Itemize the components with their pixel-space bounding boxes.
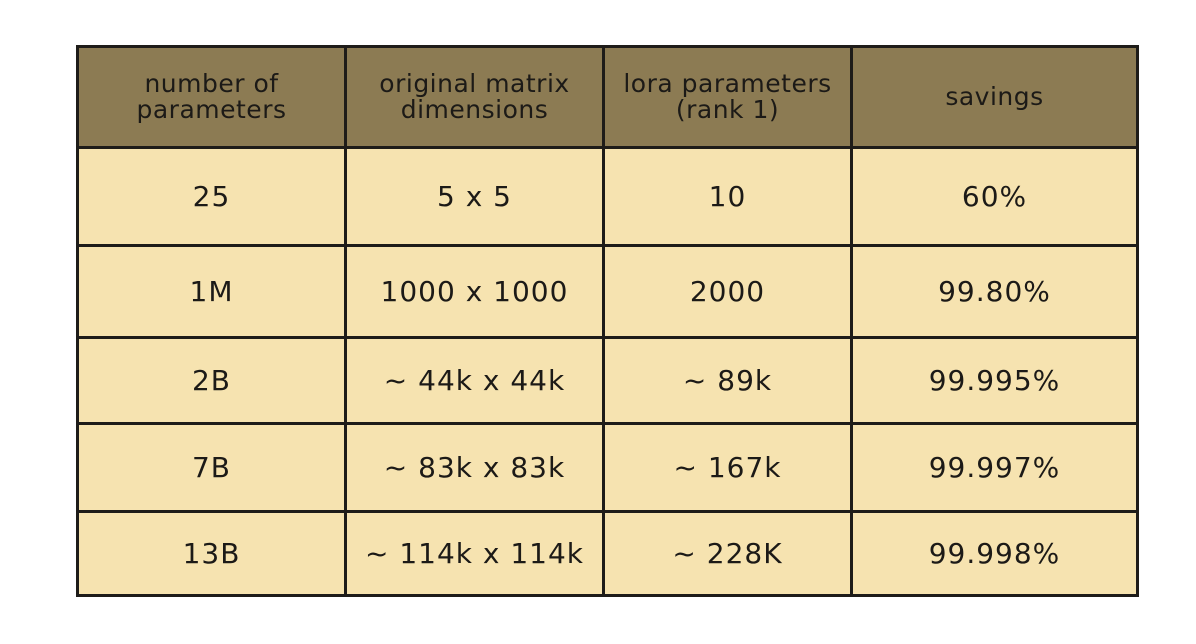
header-text: lora parameters [623, 68, 832, 98]
cell-lora-parameters: 2000 [602, 244, 853, 340]
table-row: 1M 1000 x 1000 2000 99.80% [76, 244, 1139, 340]
cell-parameters: 25 [76, 145, 347, 248]
header-savings: savings [850, 45, 1139, 149]
table-row: 7B ~ 83k x 83k ~ 167k 99.997% [76, 422, 1139, 514]
cell-savings: 99.80% [850, 244, 1139, 340]
cell-lora-parameters: ~ 228K [602, 510, 853, 597]
cell-parameters: 2B [76, 336, 347, 426]
table-row: 2B ~ 44k x 44k ~ 89k 99.995% [76, 336, 1139, 426]
cell-lora-parameters: ~ 167k [602, 422, 853, 514]
header-row: number of parameters original matrix dim… [76, 45, 1139, 149]
cell-dimensions: ~ 44k x 44k [344, 336, 605, 426]
cell-lora-parameters: 10 [602, 145, 853, 248]
header-text: (rank 1) [675, 95, 780, 124]
header-text: dimensions [400, 95, 549, 124]
cell-parameters: 1M [76, 244, 347, 340]
header-text: savings [945, 81, 1044, 111]
cell-dimensions: ~ 114k x 114k [344, 510, 605, 597]
header-text: parameters [136, 95, 287, 124]
header-original-matrix-dimensions: original matrix dimensions [344, 45, 605, 149]
cell-savings: 60% [850, 145, 1139, 248]
cell-savings: 99.995% [850, 336, 1139, 426]
header-lora-parameters: lora parameters (rank 1) [602, 45, 853, 149]
header-text: original matrix [379, 68, 570, 98]
cell-lora-parameters: ~ 89k [602, 336, 853, 426]
cell-dimensions: 5 x 5 [344, 145, 605, 248]
cell-parameters: 7B [76, 422, 347, 514]
cell-savings: 99.997% [850, 422, 1139, 514]
cell-dimensions: 1000 x 1000 [344, 244, 605, 340]
cell-parameters: 13B [76, 510, 347, 597]
cell-dimensions: ~ 83k x 83k [344, 422, 605, 514]
header-number-of-parameters: number of parameters [76, 45, 347, 149]
lora-savings-table: number of parameters original matrix dim… [76, 45, 1139, 597]
header-text: number of [144, 68, 279, 98]
table-row: 25 5 x 5 10 60% [76, 145, 1139, 248]
table-row: 13B ~ 114k x 114k ~ 228K 99.998% [76, 510, 1139, 597]
cell-savings: 99.998% [850, 510, 1139, 597]
